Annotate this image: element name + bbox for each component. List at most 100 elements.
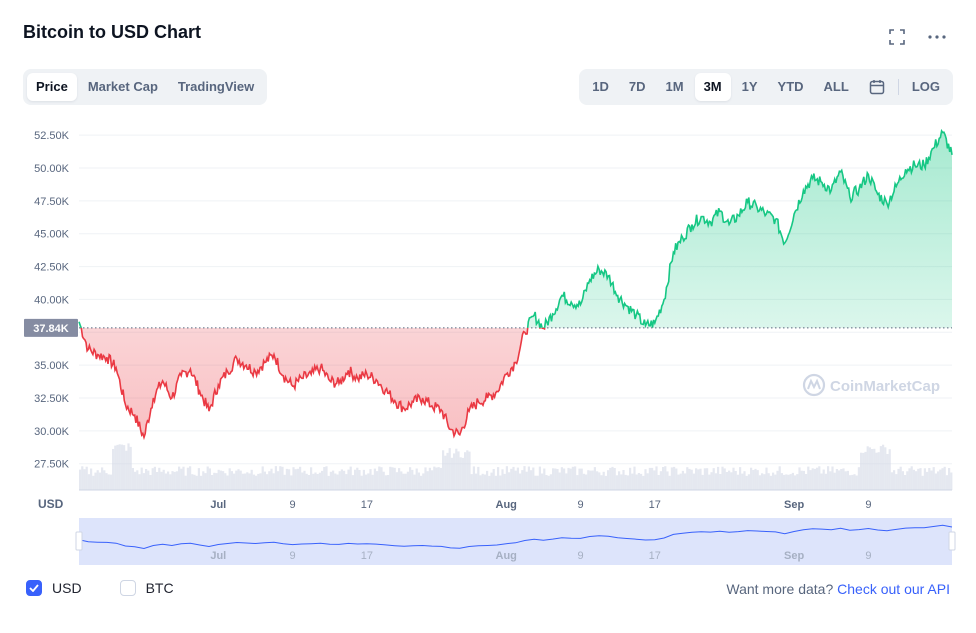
log-scale-toggle[interactable]: LOG [911,79,940,94]
volume-bar [160,471,163,490]
volume-bar [822,469,825,490]
volume-bar [257,473,260,490]
navigator-window[interactable] [79,518,952,565]
y-tick-label: 42.50K [34,262,70,274]
up-area-fill [79,130,952,328]
more-dots-icon[interactable] [928,28,946,46]
volume-bar [457,451,460,490]
range-all[interactable]: ALL [823,79,849,94]
volume-bar [679,473,682,490]
coinmarketcap-watermark: CoinMarketCap [802,373,940,397]
range-1d[interactable]: 1D [592,79,609,94]
fullscreen-icon[interactable] [888,28,906,46]
volume-bar [545,475,548,490]
volume-bar [901,471,904,490]
volume-bar [252,474,255,490]
volume-bar [563,468,566,490]
volume-bar [560,467,563,490]
volume-bar [444,455,447,490]
btc-checkbox[interactable] [119,580,136,596]
volume-bar [208,468,211,490]
volume-bar [851,474,854,490]
volume-bar [259,473,262,490]
volume-bar [692,473,695,490]
navigator-handle[interactable] [948,531,956,551]
volume-bar [547,475,550,490]
volume-bar [873,448,876,490]
volume-bar [919,468,922,490]
volume-bar [866,446,869,490]
volume-bar [615,475,618,490]
volume-bar [763,474,766,490]
volume-bar [780,473,783,490]
volume-bar [653,470,656,490]
volume-bar [158,467,161,490]
usd-checkbox[interactable] [26,580,42,596]
volume-bar [609,467,612,490]
volume-bar [431,470,434,490]
volume-bar [824,473,827,490]
range-7d[interactable]: 7D [628,79,646,94]
volume-bar [292,467,295,490]
volume-bar [948,468,951,490]
volume-bar [206,466,209,490]
volume-bar [149,475,152,490]
volume-bar [147,470,150,490]
volume-bar [728,470,731,490]
volume-bar [191,474,194,490]
volume-bar [714,473,717,490]
api-link[interactable]: Check out our API [837,581,950,597]
volume-bar [574,466,577,490]
navigator-handle[interactable] [75,531,83,551]
volume-bar [710,472,713,490]
volume-bar [167,471,170,490]
volume-bar [266,474,269,490]
volume-bar [787,474,790,490]
volume-bar [96,470,99,490]
volume-bar [904,475,907,490]
volume-bar [389,466,392,490]
volume-bar [409,467,412,490]
volume-bar [107,474,110,490]
volume-bar [116,444,119,490]
volume-bar [248,473,251,490]
volume-bar [490,472,493,490]
volume-bar [827,466,830,490]
volume-bar [488,475,491,490]
volume-bar [312,473,315,490]
volume-bar [884,447,887,490]
volume-bar [890,472,893,490]
volume-bar [516,467,519,490]
range-1m[interactable]: 1M [665,79,684,94]
volume-bar [411,469,414,490]
volume-bar [468,451,471,490]
volume-bar [593,467,596,490]
volume-bar [640,473,643,490]
volume-bar [162,469,165,490]
range-ytd[interactable]: YTD [777,79,804,94]
volume-bar [569,468,572,490]
range-1y[interactable]: 1Y [741,79,758,94]
volume-bar [906,471,909,490]
volume-bar [745,475,748,490]
volume-bar [376,471,379,490]
range-3m[interactable]: 3M [694,73,731,101]
volume-bar [928,468,931,490]
tab-tradingview[interactable]: TradingView [177,79,255,94]
volume-bar [602,471,605,490]
price-chart[interactable]: 27.50K 30.00K 32.50K 35.00K 40.00K 42.50K 45.0… [0,110,976,570]
volume-bar [835,469,838,490]
volume-bar [87,474,90,490]
tab-price[interactable]: Price [27,73,77,101]
volume-bar [725,472,728,490]
calendar-icon[interactable] [860,73,894,101]
volume-bar [318,472,321,490]
volume-bar [475,473,478,490]
volume-bar [501,469,504,490]
volume-bar [618,471,621,490]
range-navigator[interactable]: Jul 9 17 Aug 9 17 Sep 9 [75,518,956,565]
volume-bar [675,468,678,490]
tab-market-cap[interactable]: Market Cap [87,79,158,94]
volume-bar [347,469,350,490]
volume-bar [633,466,636,490]
